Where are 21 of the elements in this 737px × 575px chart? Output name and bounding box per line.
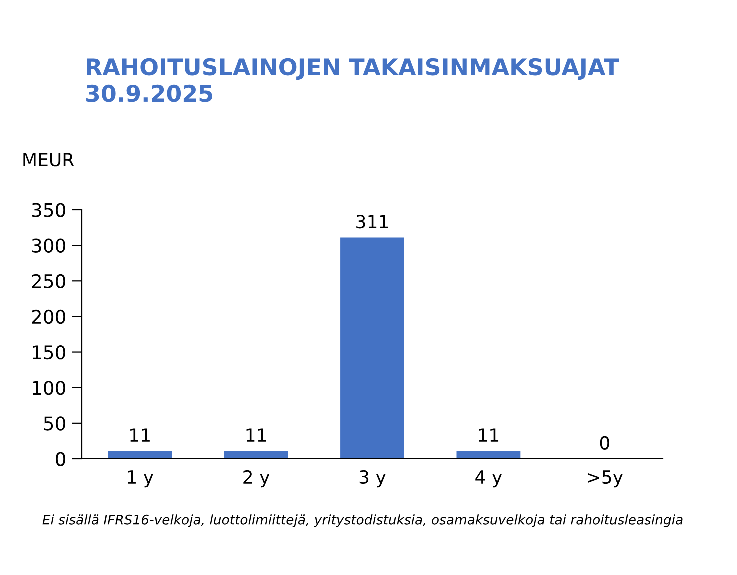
text: Ei sisällä IFRS16-velkoja, luottolimiittejä, yritystodistuksia, osamaksuvelkoja tai rahoitusleasingia — [42, 514, 683, 528]
x-tick-label: 1 y — [128, 470, 154, 488]
y-tick-label: 0 — [56, 452, 66, 466]
y-tick-label: 50 — [44, 416, 66, 431]
x-tick-label: 4 y — [476, 470, 502, 488]
y-tick-label: 200 — [32, 310, 66, 324]
y-tick-label: 150 — [32, 345, 66, 360]
x-tick-label: 2 y — [244, 470, 270, 488]
data-label: 11 — [479, 428, 499, 442]
data-label: 11 — [130, 428, 150, 442]
x-tick-label: 3 y — [360, 470, 386, 488]
x-tick-label: >5y — [588, 470, 624, 488]
y-tick-label: 350 — [32, 203, 66, 218]
data-label: 0 — [600, 436, 610, 450]
y-tick-label: 250 — [32, 274, 66, 289]
data-label: 311 — [356, 215, 388, 229]
y-axis-title: MEUR — [24, 153, 74, 167]
chart-title: RAHOITUSLAINOJEN TAKAISINMAKSUAJAT 30.9.2025 — [86, 58, 620, 102]
data-label: 11 — [246, 428, 266, 442]
y-tick-label: 300 — [32, 238, 66, 253]
y-tick-label: 100 — [32, 381, 66, 396]
